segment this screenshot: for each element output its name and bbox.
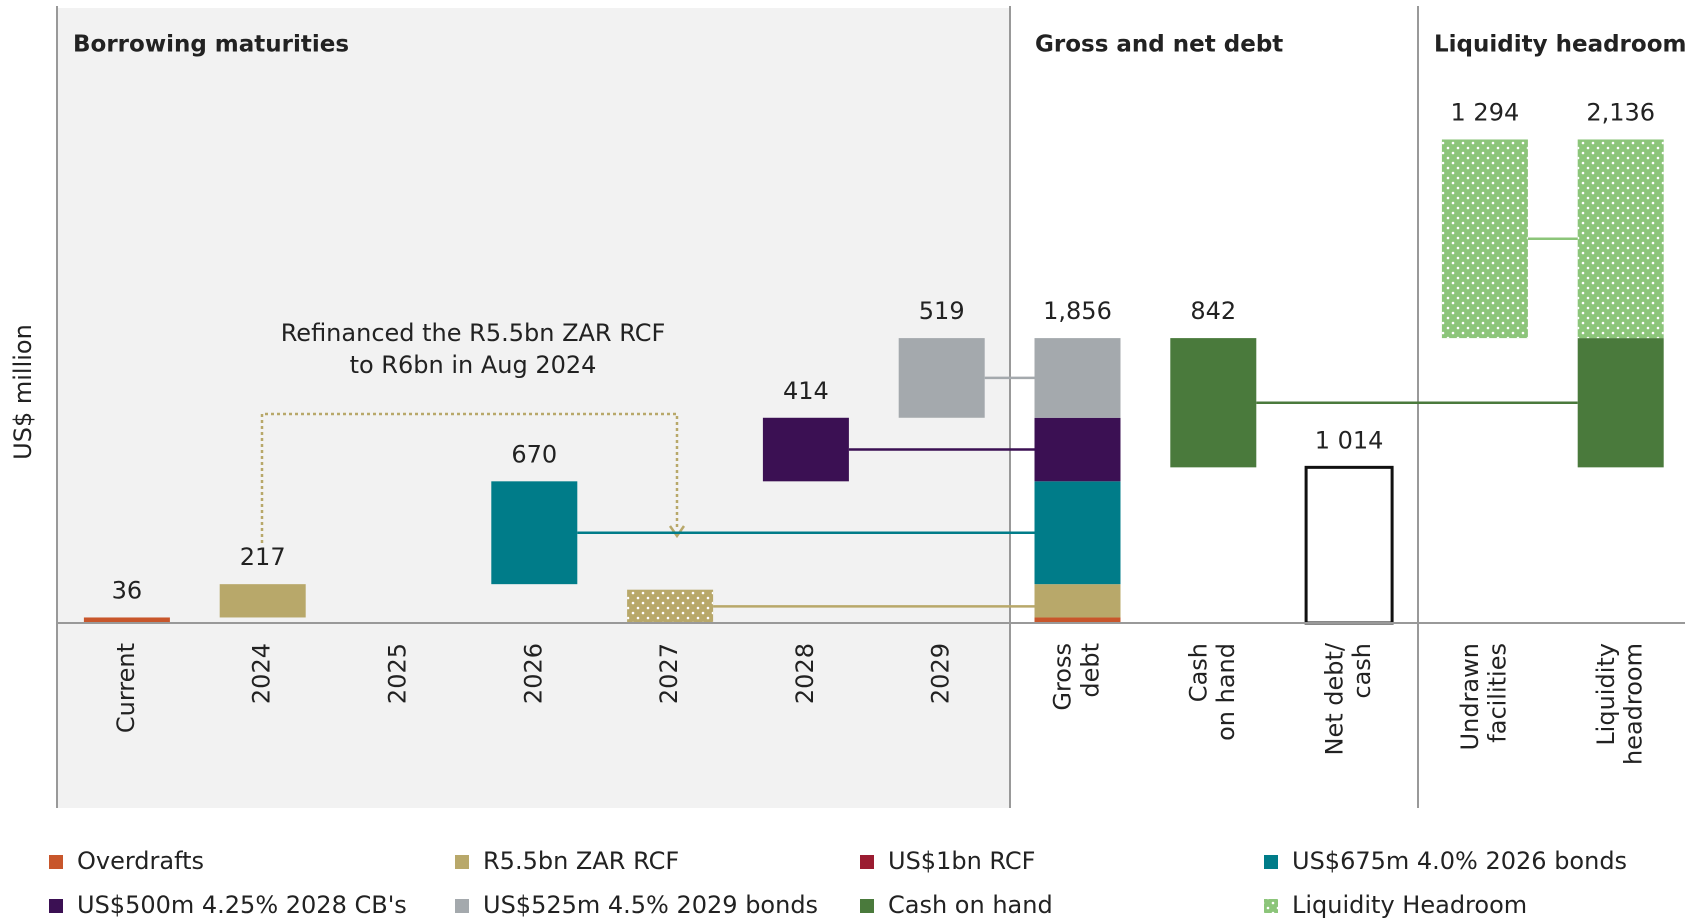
value-label: 2,136 bbox=[1586, 98, 1655, 126]
x-tick-label: 2029 bbox=[927, 643, 955, 704]
legend-swatch bbox=[860, 855, 874, 869]
x-tick-label: 2026 bbox=[519, 643, 547, 704]
annotation-arrow bbox=[260, 412, 679, 543]
net-debt-bar bbox=[1304, 465, 1394, 625]
value-label: 1 294 bbox=[1451, 98, 1520, 126]
legend-swatch bbox=[49, 855, 63, 869]
x-tick-label: 2024 bbox=[248, 643, 276, 704]
legend-label: US$1bn RCF bbox=[888, 847, 1035, 875]
x-tick-label: Undrawnfacilities bbox=[1456, 643, 1512, 750]
legend-swatch bbox=[1264, 855, 1278, 869]
value-label: 1,856 bbox=[1043, 297, 1112, 325]
legend-swatch bbox=[49, 899, 63, 913]
value-label: 217 bbox=[240, 543, 286, 571]
legend-swatch bbox=[860, 899, 874, 913]
x-tick-label: 2025 bbox=[384, 643, 412, 704]
legend-label: Overdrafts bbox=[77, 847, 204, 875]
value-label: 414 bbox=[783, 377, 829, 405]
section-title: Borrowing maturities bbox=[73, 32, 349, 58]
bar-pattern bbox=[627, 589, 714, 623]
legend-swatch bbox=[455, 899, 469, 913]
legend-label: US$525m 4.5% 2029 bonds bbox=[483, 891, 818, 919]
legend-swatch bbox=[455, 855, 469, 869]
section-title: Gross and net debt bbox=[1035, 32, 1283, 58]
x-tick-label: Liquidityheadroom bbox=[1592, 643, 1648, 765]
bar-segment bbox=[83, 617, 170, 623]
x-tick-label: Grossdebt bbox=[1049, 643, 1105, 711]
legend-label: R5.5bn ZAR RCF bbox=[483, 847, 679, 875]
bar-segment bbox=[1034, 584, 1121, 618]
bar-segment bbox=[1034, 617, 1121, 623]
x-tick-label: Current bbox=[112, 643, 140, 733]
legend-label: Liquidity Headroom bbox=[1292, 891, 1527, 919]
panel-background bbox=[57, 8, 1010, 808]
x-tick-label: Cashon hand bbox=[1185, 643, 1241, 741]
value-label: 1 014 bbox=[1315, 426, 1384, 454]
section-title: Liquidity headroom bbox=[1434, 32, 1685, 58]
bar-segment bbox=[898, 338, 985, 418]
legend-label: US$675m 4.0% 2026 bonds bbox=[1292, 847, 1627, 875]
x-tick-label: 2027 bbox=[655, 643, 683, 704]
bar-segment bbox=[1034, 338, 1121, 418]
bar-pattern bbox=[1577, 139, 1664, 339]
bar-segment bbox=[1034, 417, 1121, 482]
value-label: 36 bbox=[112, 576, 143, 604]
bar-segment bbox=[1577, 338, 1664, 468]
annotation: Refinanced the R5.5bn ZAR RCF to R6bn in … bbox=[281, 319, 666, 379]
bar-segment bbox=[1034, 481, 1121, 585]
x-tick-label: Net debt/cash bbox=[1320, 642, 1376, 755]
bar-segment bbox=[762, 417, 849, 482]
bar-segment bbox=[1170, 338, 1257, 468]
value-label: 519 bbox=[919, 297, 965, 325]
bar-pattern bbox=[1441, 139, 1528, 339]
bar-segment bbox=[219, 584, 306, 618]
legend-swatch-pattern bbox=[1264, 899, 1278, 913]
annotation-arrowhead bbox=[668, 525, 686, 539]
x-tick-label: 2028 bbox=[791, 643, 819, 704]
bar-segment bbox=[491, 481, 578, 585]
value-label: 670 bbox=[511, 440, 557, 468]
legend-label: US$500m 4.25% 2028 CB's bbox=[77, 891, 407, 919]
value-label: 842 bbox=[1190, 297, 1236, 325]
legend-label: Cash on hand bbox=[888, 891, 1053, 919]
y-axis-label: US$ million bbox=[9, 324, 37, 460]
